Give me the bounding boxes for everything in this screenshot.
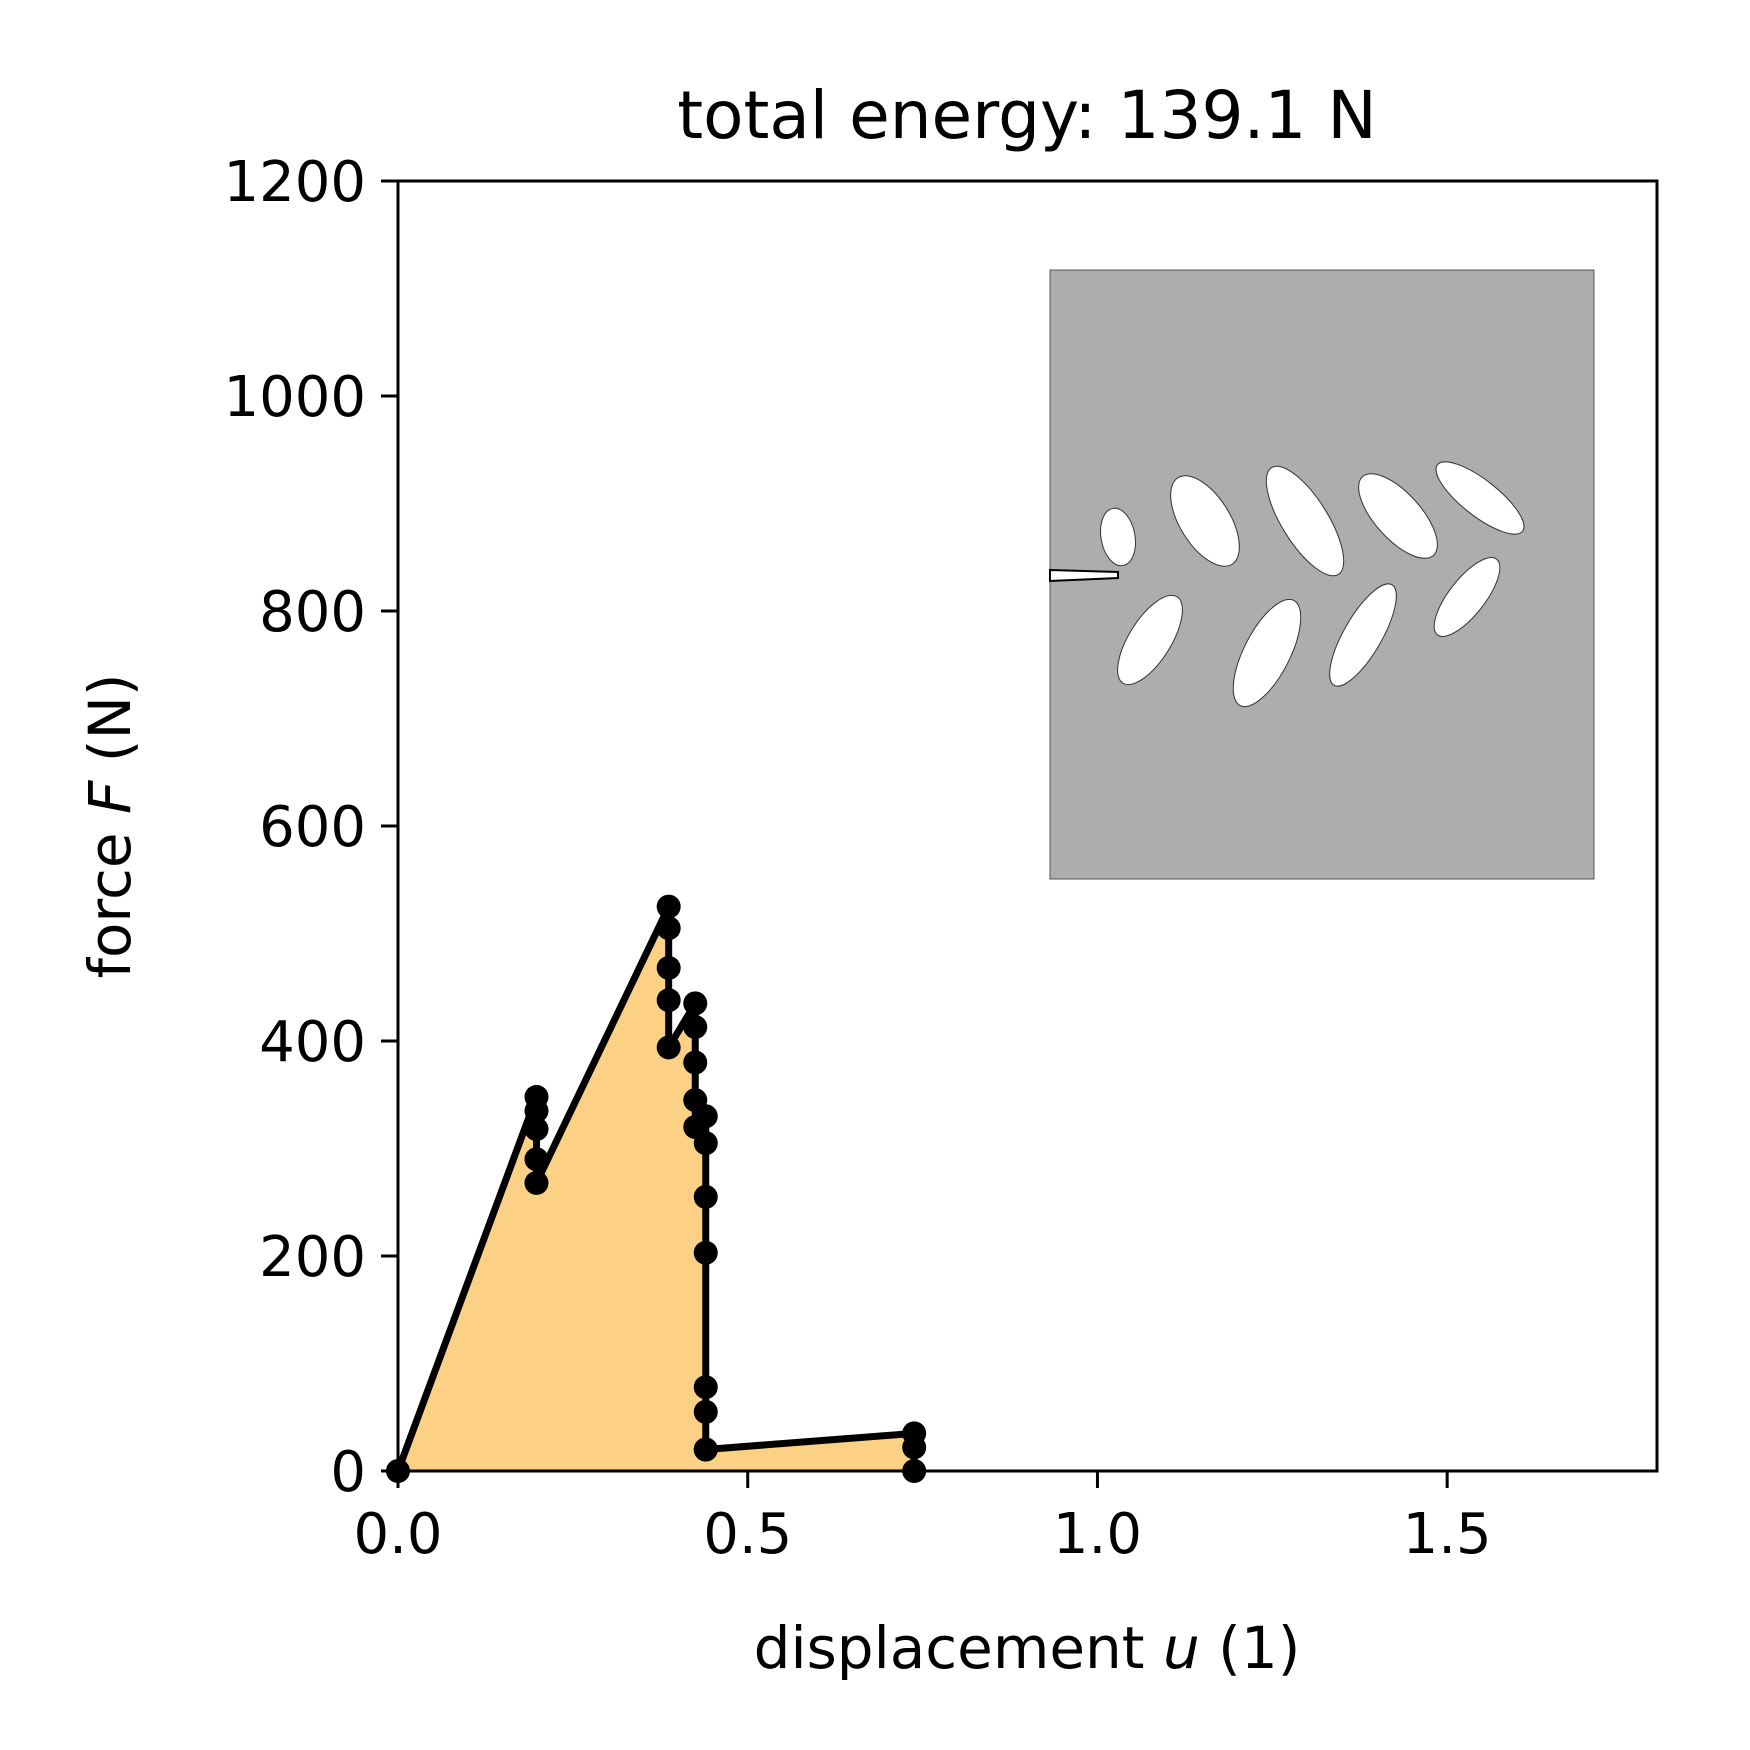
data-point — [683, 991, 708, 1016]
y-tick-label: 400 — [259, 1010, 366, 1075]
data-point — [524, 1170, 549, 1195]
data-point — [902, 1435, 927, 1460]
hole — [1117, 594, 1183, 686]
y-tick-label: 0 — [330, 1440, 366, 1505]
data-point — [693, 1375, 718, 1400]
hole — [1358, 473, 1438, 559]
hole — [1170, 475, 1240, 567]
data-point — [656, 916, 681, 941]
hole — [1329, 583, 1397, 687]
data-point — [693, 1131, 718, 1156]
x-axis-label-suffix: (1) — [1200, 1614, 1301, 1682]
energy-fill-layer — [398, 906, 915, 1471]
data-point — [524, 1147, 549, 1172]
x-tick-label: 0.5 — [703, 1502, 792, 1567]
y-tick-label: 1200 — [223, 150, 366, 215]
x-axis-ticks: 0.0 0.5 1.0 1.5 — [353, 1471, 1492, 1567]
specimen-holes — [1100, 461, 1525, 708]
specimen-plate — [1049, 269, 1595, 880]
y-axis-label: force F (N) — [76, 674, 144, 979]
data-point — [683, 1015, 708, 1040]
data-point — [524, 1098, 549, 1123]
y-tick-label: 200 — [259, 1225, 366, 1290]
y-tick-label: 800 — [259, 580, 366, 645]
x-axis-label-variable: u — [1163, 1614, 1200, 1682]
y-axis-label-variable: F — [76, 779, 144, 814]
y-tick-label: 600 — [259, 795, 366, 860]
y-tick-label: 1000 — [223, 365, 366, 430]
data-point — [693, 1437, 718, 1462]
y-axis-ticks: 0 200 400 600 800 1000 1200 — [223, 150, 398, 1505]
data-point — [524, 1117, 549, 1142]
y-axis-label-prefix: force — [76, 814, 144, 978]
data-point — [683, 1050, 708, 1075]
hole — [1433, 557, 1501, 637]
hole — [1232, 598, 1302, 708]
x-tick-label: 1.0 — [1053, 1502, 1142, 1567]
hole — [1435, 461, 1525, 535]
chart-title: total energy: 139.1 N — [677, 77, 1377, 154]
y-axis-label-suffix: (N) — [76, 674, 144, 781]
data-point — [656, 1035, 681, 1060]
data-point — [656, 955, 681, 980]
x-tick-label: 0.0 — [353, 1502, 442, 1567]
specimen-crack — [1049, 568, 1119, 583]
specimen-inset — [1049, 269, 1595, 880]
data-point — [656, 894, 681, 919]
energy-area — [398, 906, 915, 1471]
x-axis-label: displacement u (1) — [754, 1614, 1301, 1682]
data-point — [693, 1184, 718, 1209]
hole — [1265, 465, 1345, 577]
data-point — [693, 1399, 718, 1424]
hole — [1100, 507, 1136, 567]
data-point — [693, 1240, 718, 1265]
data-point — [656, 988, 681, 1013]
x-axis-label-prefix: displacement — [754, 1614, 1163, 1682]
data-point — [693, 1104, 718, 1129]
x-tick-label: 1.5 — [1403, 1502, 1492, 1567]
